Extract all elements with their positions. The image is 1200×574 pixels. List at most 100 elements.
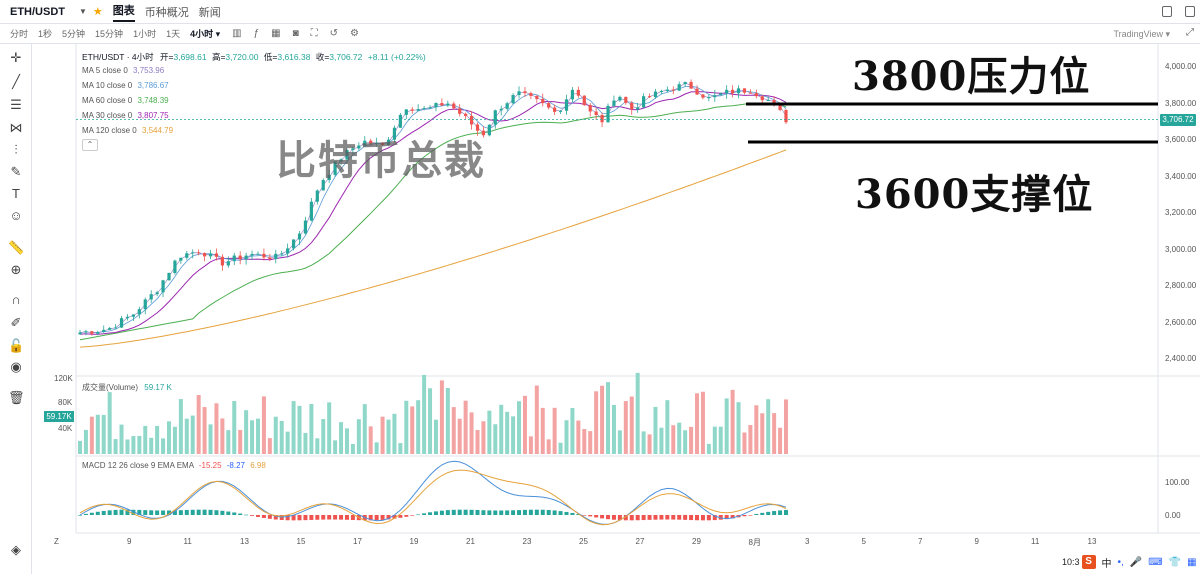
magnet-icon[interactable]: ∩ (11, 292, 21, 307)
fib-icon[interactable]: ⫶ (14, 142, 18, 157)
system-tray: 10:3 S 中 •, 🎤 ⌨ 👕 ▦ (1062, 554, 1197, 570)
macd-histogram-bar (315, 515, 320, 520)
fullscreen-icon[interactable]: ⛶ (310, 28, 318, 39)
timeframe-tick[interactable]: 分时 (10, 29, 29, 39)
macd-histogram-bar (487, 510, 492, 515)
macd-histogram-bar (445, 510, 450, 515)
tab-overview[interactable]: 币种概况 (144, 6, 189, 19)
layout-icon[interactable]: ▦ (271, 28, 281, 39)
symbol-dropdown-icon[interactable]: ▼ (79, 7, 87, 16)
volume-bar (606, 382, 611, 454)
trend-line-icon[interactable]: ╱ (12, 74, 20, 89)
macd-histogram-bar (689, 515, 694, 521)
volume-bar (214, 403, 219, 454)
undo-icon[interactable]: ↺ (329, 28, 339, 39)
ime-mode[interactable]: 中 (1101, 558, 1112, 570)
emoji-icon[interactable]: ☺ (9, 208, 23, 223)
macd-histogram-bar (730, 515, 735, 519)
macd-histogram-bar (285, 515, 290, 521)
time-tick-label: 9 (127, 537, 132, 546)
mic-icon[interactable]: 🎤 (1129, 556, 1143, 568)
timeframe-15m[interactable]: 15分钟 (95, 29, 124, 39)
candle-body (784, 109, 788, 123)
symbol-name[interactable]: ETH/USDT (10, 5, 65, 18)
punctuation-icon[interactable]: •, (1117, 556, 1124, 568)
candle-body (440, 103, 444, 106)
trash-icon[interactable]: 🗑 (8, 390, 25, 405)
horizontal-lines-icon[interactable]: ☰ (10, 97, 22, 112)
ma5-label: MA 5 close 0 (82, 66, 128, 75)
tradingview-menu[interactable]: TradingView ▾ (1113, 29, 1170, 39)
candle-body (208, 253, 213, 257)
sogou-icon[interactable]: S (1081, 555, 1096, 569)
ma5-legend: MA 5 close 0 3,753.96 (82, 66, 164, 75)
lock-icon[interactable]: 🔓 (8, 338, 25, 353)
window-icon[interactable] (1185, 6, 1195, 17)
resistance-label: 3800压力位 (852, 53, 1091, 100)
candle-type-icon[interactable]: ▥ (232, 28, 242, 39)
camera-icon[interactable]: ◙ (292, 28, 299, 39)
price-tick: 3,000.00 (1165, 245, 1197, 254)
ma30-line (79, 91, 787, 335)
volume-bar (404, 400, 409, 454)
ma120-label: MA 120 close 0 (82, 126, 137, 135)
candle-body (624, 96, 628, 103)
indicators-icon[interactable]: ƒ (253, 28, 260, 39)
macd-histogram-bar (748, 515, 753, 516)
timeframe-4h[interactable]: 4小时 ▾ (190, 29, 221, 39)
collapse-legend-icon[interactable]: ⌃ (82, 139, 98, 151)
layers-icon[interactable]: ◈ (11, 542, 21, 557)
ohlc-legend: ETH/USDT · 4小时 开=3,698.61 高=3,720.00 低=3… (82, 51, 426, 63)
volume-bar (754, 405, 759, 454)
lock-drawing-icon[interactable]: ✐ (10, 315, 22, 330)
volume-bar (724, 398, 729, 454)
shirt-icon[interactable]: 👕 (1168, 556, 1182, 568)
volume-bar (190, 415, 195, 454)
zoom-icon[interactable]: ⊕ (10, 262, 22, 277)
favorite-star-icon[interactable]: ★ (92, 6, 103, 18)
calendar-icon[interactable] (1162, 6, 1172, 17)
time-tick-label: 13 (1087, 537, 1097, 546)
time-tick-label: 5 (861, 537, 866, 546)
timeframe-5m[interactable]: 5分钟 (62, 29, 86, 39)
grid-icon[interactable]: ▦ (1187, 556, 1197, 568)
macd-histogram-bar (517, 510, 522, 515)
macd-histogram-bar (101, 510, 106, 515)
signal-line (79, 469, 787, 526)
timeframe-1d[interactable]: 1天 (166, 29, 181, 39)
candle-body (695, 88, 699, 95)
volume-bar (689, 426, 694, 454)
legend-low-label: 低= (263, 52, 278, 62)
candle-body (594, 111, 598, 115)
time-tick-label: 23 (522, 537, 532, 546)
timezone-icon[interactable]: Z (54, 537, 59, 546)
volume-bar (244, 410, 249, 454)
candle-body (131, 314, 135, 317)
volume-bar (671, 425, 676, 454)
crosshair-icon[interactable]: ✛ (10, 50, 22, 65)
timeframe-1h[interactable]: 1小时 (133, 29, 157, 39)
brush-icon[interactable]: ✎ (10, 164, 22, 179)
text-icon[interactable]: T (12, 186, 20, 201)
tab-news[interactable]: 新闻 (198, 6, 221, 19)
ma60-value: 3,748.39 (137, 96, 169, 105)
timeframe-1s[interactable]: 1秒 (38, 29, 53, 39)
candle-body (113, 327, 118, 329)
tab-chart[interactable]: 图表 (112, 2, 135, 22)
eye-icon[interactable]: ◉ (10, 359, 22, 374)
candle-body (404, 109, 408, 115)
candle-body (90, 331, 94, 334)
price-tick: 2,400.00 (1165, 354, 1197, 363)
pattern-icon[interactable]: ⋈ (9, 120, 23, 135)
macd-histogram-bar (374, 515, 379, 521)
price-tick: 2,600.00 (1165, 318, 1197, 327)
macd-histogram-bar (220, 510, 225, 515)
settings-icon[interactable]: ⚙ (350, 28, 359, 39)
ruler-icon[interactable]: 📏 (8, 240, 25, 255)
volume-tag: 59.17K (44, 411, 74, 422)
macd-histogram-bar (695, 515, 700, 521)
keyboard-icon[interactable]: ⌨ (1148, 556, 1163, 568)
expand-icon[interactable]: ⤢ (1186, 27, 1194, 38)
macd-histogram-bar (659, 515, 664, 520)
